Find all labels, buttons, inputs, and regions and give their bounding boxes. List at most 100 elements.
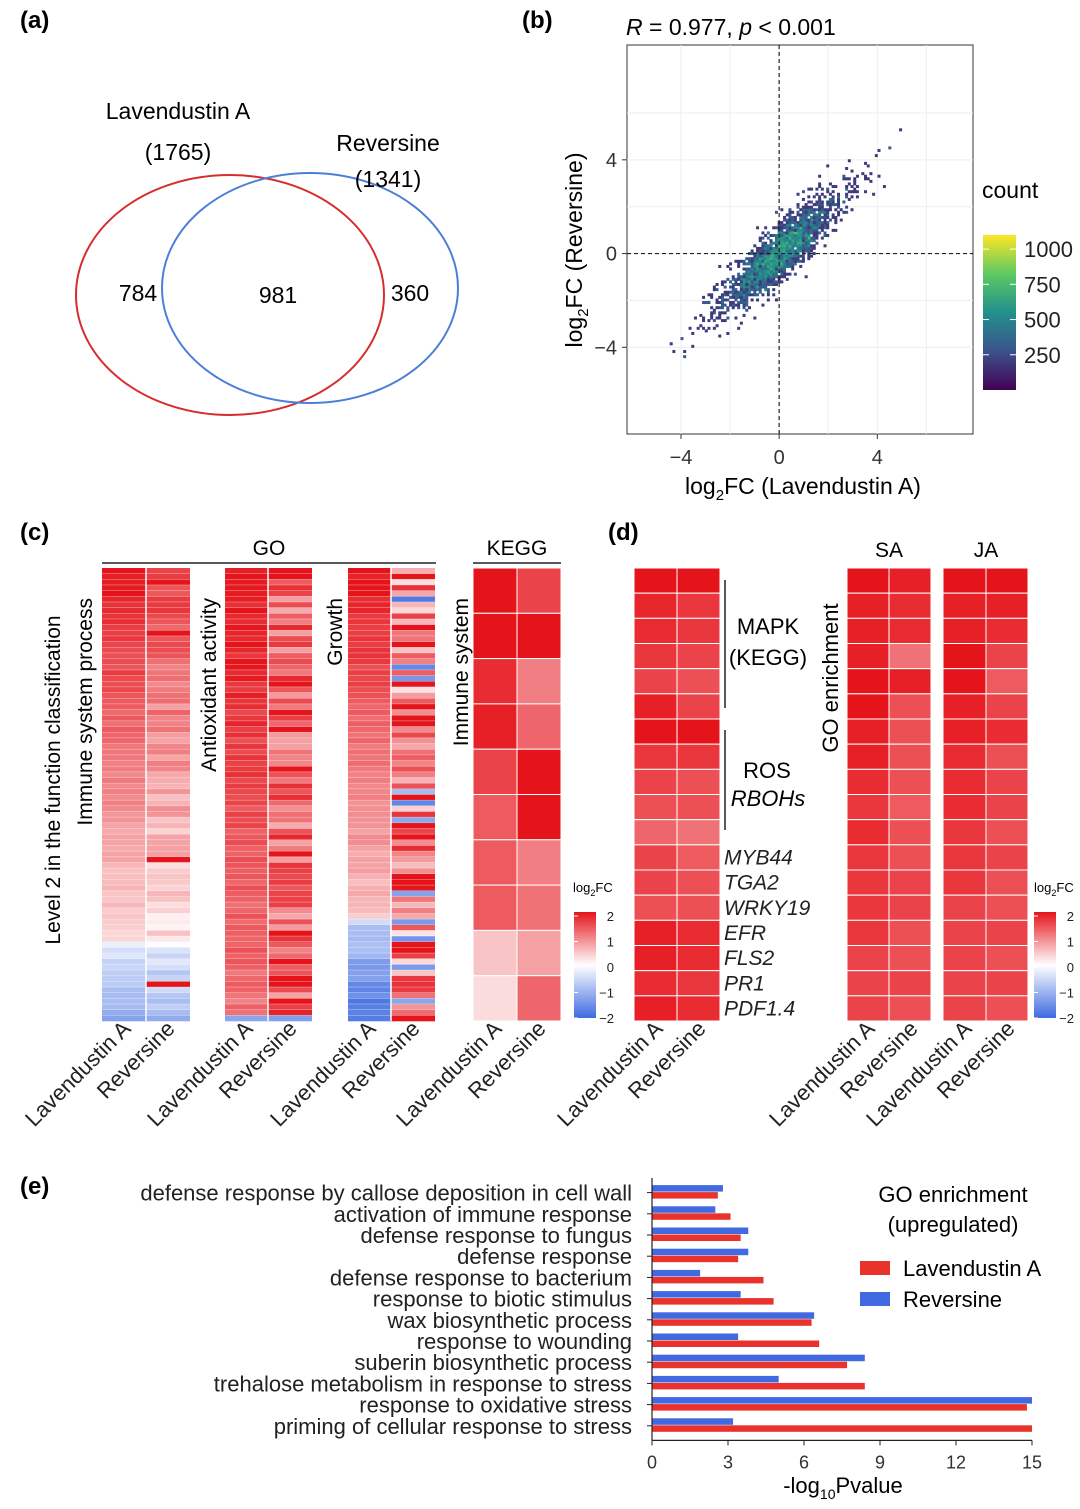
scatter-point — [783, 236, 787, 240]
scatter-point — [769, 264, 773, 268]
scatter-point — [745, 298, 749, 302]
scatter-point — [783, 239, 787, 243]
scatter-title-p-value: < 0.001 — [752, 14, 836, 40]
c-heatmap-cell — [391, 975, 435, 982]
scatter-point — [791, 249, 795, 253]
scatter-point — [820, 228, 824, 232]
scatter-point — [761, 244, 765, 248]
legend-tick-label: 2 — [607, 909, 614, 924]
scatter-point — [788, 272, 792, 276]
c-heatmap-cell — [391, 686, 435, 693]
scatter-point — [715, 301, 719, 305]
c-heatmap-cell — [146, 1009, 190, 1016]
c-heatmap-cell — [348, 930, 391, 937]
d-sa-heatmap-cell — [888, 869, 932, 896]
scatter-point — [804, 226, 808, 230]
scatter-point — [807, 223, 811, 227]
scatter-x-label: log2FC (Lavendustin A) — [685, 473, 921, 504]
c-heatmap-cell — [348, 805, 391, 812]
scatter-point — [753, 262, 757, 266]
d-ja-heatmap-cell — [985, 995, 1029, 1022]
scatter-point — [845, 192, 849, 196]
scatter-point — [799, 215, 803, 219]
scatter-point — [734, 290, 738, 294]
c-kegg-heatmap-cell — [472, 839, 518, 886]
c-heatmap-cell — [268, 987, 312, 993]
scatter-point — [712, 326, 716, 330]
d-sa-heatmap-cell — [888, 970, 932, 997]
scatter-point — [758, 267, 762, 271]
c-heatmap-cell — [225, 879, 268, 886]
c-kegg-heatmap-cell — [516, 567, 562, 614]
scatter-point — [737, 301, 741, 305]
d-sa-heatmap-cell — [846, 567, 890, 594]
c-heatmap-cell — [102, 675, 146, 682]
scatter-point — [783, 218, 787, 222]
d-group-ja: JA — [974, 539, 999, 562]
c-heatmap-cell — [348, 726, 391, 733]
c-heatmap-cell — [146, 664, 190, 671]
scatter-point — [791, 267, 795, 271]
scatter-point — [834, 218, 838, 222]
c-heatmap-cell — [348, 822, 391, 829]
scatter-point — [826, 210, 830, 214]
scatter-point — [729, 301, 733, 305]
scatter-point — [801, 228, 805, 232]
scatter-point — [791, 218, 795, 222]
d-ja-heatmap-cell — [942, 768, 987, 795]
scatter-point — [783, 249, 787, 253]
c-heatmap-cell — [225, 856, 268, 863]
d-gene-heatmap-cell — [676, 970, 721, 997]
d-sa-heatmap-cell — [846, 869, 890, 896]
scatter-point — [729, 267, 733, 271]
c-heatmap-cell — [391, 896, 435, 903]
scatter-point — [739, 293, 743, 297]
scatter-point — [764, 241, 768, 245]
legend-tick-label: 0 — [607, 960, 614, 975]
d-gene-heatmap-cell — [676, 718, 721, 745]
scatter-point — [812, 236, 816, 240]
scatter-point — [772, 252, 776, 256]
scatter-point — [734, 282, 738, 286]
scatter-point — [769, 239, 773, 243]
scatter-point — [804, 218, 808, 222]
c-heatmap-cell — [268, 907, 312, 914]
scatter-point — [702, 316, 706, 320]
c-legend-ticks: 210−1−2 — [574, 909, 614, 1026]
scatter-point — [747, 285, 751, 289]
scatter-point — [818, 215, 822, 219]
c-heatmap-cell — [348, 1004, 391, 1010]
c-heatmap-cell — [146, 692, 190, 699]
e-x-axis: 0 3 6 9 12 15 — [647, 1178, 1042, 1472]
scatter-point — [799, 264, 803, 268]
scatter-point — [780, 262, 784, 266]
scatter-point — [810, 246, 814, 250]
d-bracket-mapk-label: MAPK — [737, 614, 800, 639]
scatter-point — [707, 293, 711, 297]
e-bar-reversine — [652, 1291, 741, 1298]
scatter-point — [756, 288, 760, 292]
scatter-point — [710, 293, 714, 297]
scatter-point — [815, 208, 819, 212]
c-heatmap-cell — [146, 896, 190, 903]
scatter-point — [783, 215, 787, 219]
c-heatmap-cell — [348, 845, 391, 852]
d-group-sa: SA — [875, 539, 903, 562]
c-heatmap-cell — [146, 675, 190, 682]
scatter-point — [820, 226, 824, 230]
scatter-point — [764, 262, 768, 266]
scatter-point — [774, 234, 778, 238]
e-category-label: trehalose metabolism in response to stre… — [214, 1371, 632, 1396]
scatter-point — [801, 257, 805, 261]
scatter-point — [812, 195, 816, 199]
d-ja-heatmap-cell — [985, 668, 1029, 695]
scatter-point — [815, 221, 819, 225]
scatter-point — [831, 203, 835, 207]
c-heatmap-cell — [225, 613, 268, 620]
c-heatmap-cell — [348, 635, 391, 642]
scatter-point — [777, 264, 781, 268]
c-heatmap-cell — [391, 958, 435, 965]
d-sa-heatmap-cell — [846, 693, 890, 720]
scatter-point — [772, 280, 776, 284]
c-heatmap-cell — [146, 771, 190, 778]
